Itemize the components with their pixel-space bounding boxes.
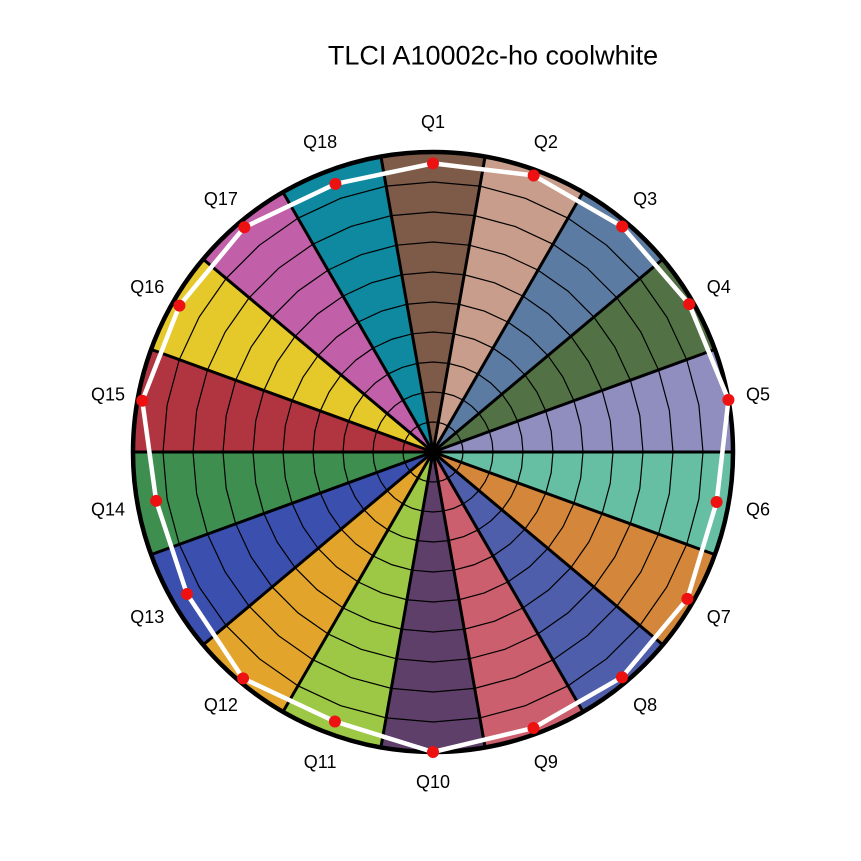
sector-wedge-Q5 <box>433 349 733 452</box>
sector-label-Q13: Q13 <box>130 607 164 627</box>
sector-boundary <box>431 451 585 713</box>
sector-wedge-Q18 <box>283 156 433 452</box>
sector-boundary <box>431 191 585 453</box>
sector-boundary <box>281 191 435 453</box>
sector-label-Q15: Q15 <box>91 385 125 405</box>
value-marker-Q17 <box>238 221 251 234</box>
value-marker-Q1 <box>427 157 439 170</box>
value-marker-Q3 <box>616 220 629 233</box>
sector-wedge-Q9 <box>433 452 583 748</box>
sector-label-Q11: Q11 <box>304 752 337 772</box>
grid-ring-70 <box>222 241 644 663</box>
sector-boundary <box>202 258 434 454</box>
sector-wedge-Q16 <box>151 259 433 452</box>
value-marker-Q18 <box>329 177 342 190</box>
center-hub <box>427 446 439 458</box>
sector-wedge-Q8 <box>433 452 663 712</box>
sector-label-Q8: Q8 <box>633 695 657 715</box>
sector-wedge-Q4 <box>433 259 715 452</box>
sector-label-Q17: Q17 <box>204 189 238 209</box>
sector-boundary <box>431 451 487 748</box>
value-marker-Q2 <box>527 169 540 182</box>
value-marker-Q9 <box>527 721 540 734</box>
sector-label-Q18: Q18 <box>303 132 337 152</box>
value-marker-Q7 <box>681 592 694 605</box>
value-marker-Q15 <box>136 394 149 407</box>
sector-boundary <box>432 258 664 454</box>
sector-wedge-Q12 <box>203 452 433 712</box>
sector-boundary <box>432 450 716 557</box>
grid-ring-40 <box>312 331 554 573</box>
sector-label-Q12: Q12 <box>204 695 238 715</box>
grid-ring-30 <box>342 361 524 543</box>
value-marker-Q8 <box>615 671 628 684</box>
sector-label-Q7: Q7 <box>707 607 731 627</box>
sector-boundary <box>379 451 435 748</box>
value-marker-Q16 <box>173 299 186 312</box>
grid-ring-60 <box>252 271 614 633</box>
sector-boundary <box>150 450 434 557</box>
sector-wedge-Q3 <box>433 192 663 452</box>
grid-ring-20 <box>372 391 494 513</box>
grid-ring-80 <box>192 211 674 693</box>
sector-boundary <box>379 156 435 453</box>
value-marker-Q10 <box>427 746 439 758</box>
sector-boundary <box>432 347 716 454</box>
sector-label-Q10: Q10 <box>416 772 450 792</box>
value-marker-Q14 <box>150 494 163 507</box>
sector-wedge-Q6 <box>433 452 733 555</box>
sector-boundary <box>150 347 434 454</box>
value-marker-Q12 <box>237 672 250 685</box>
sector-label-Q2: Q2 <box>534 132 558 152</box>
sector-boundary <box>432 450 664 646</box>
chart-title: TLCI A10002c-ho coolwhite <box>327 40 659 71</box>
sector-label-Q1: Q1 <box>421 112 445 132</box>
grid-ring-90 <box>162 181 704 723</box>
sector-boundary <box>202 450 434 646</box>
sector-boundary <box>431 156 487 453</box>
value-marker-Q5 <box>722 393 735 406</box>
sector-boundary <box>281 451 435 713</box>
value-marker-Q13 <box>180 588 193 601</box>
sector-label-Q6: Q6 <box>746 499 770 519</box>
sector-wedge-Q11 <box>283 452 433 748</box>
value-marker-Q6 <box>710 496 723 509</box>
sector-wedge-Q13 <box>151 452 433 645</box>
value-marker-Q11 <box>328 715 341 728</box>
value-marker-Q4 <box>683 298 696 311</box>
grid-ring-10 <box>402 421 464 483</box>
sector-label-Q14: Q14 <box>91 499 125 519</box>
sector-wedge-Q14 <box>133 452 433 555</box>
sector-label-Q5: Q5 <box>746 385 770 405</box>
sector-label-Q3: Q3 <box>633 189 657 209</box>
sector-wedge-Q7 <box>433 452 715 645</box>
sector-wedge-Q2 <box>433 156 583 452</box>
sector-wedge-Q17 <box>203 192 433 452</box>
sector-wedge-Q15 <box>133 349 433 452</box>
grid-ring-50 <box>282 301 584 603</box>
sector-label-Q16: Q16 <box>130 277 164 297</box>
sector-label-Q9: Q9 <box>534 752 558 772</box>
sector-label-Q4: Q4 <box>707 277 731 297</box>
